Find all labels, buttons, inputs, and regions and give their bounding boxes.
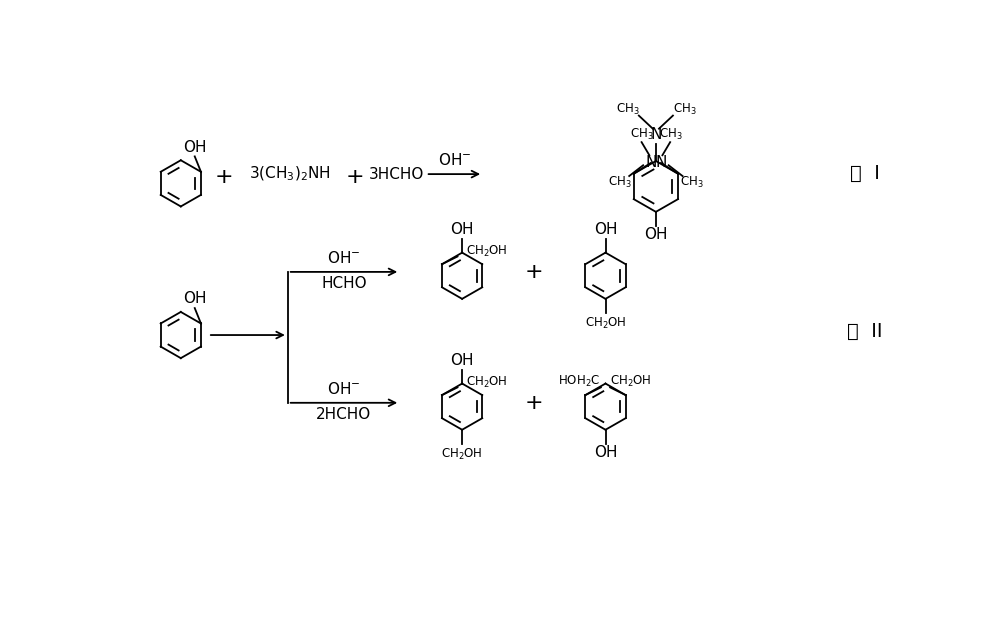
Text: CH$_2$OH: CH$_2$OH xyxy=(466,375,508,391)
Text: +: + xyxy=(525,393,544,413)
Text: OH$^{-}$: OH$^{-}$ xyxy=(327,381,361,397)
Text: OH: OH xyxy=(183,291,206,307)
Text: OH: OH xyxy=(450,222,474,237)
Text: 2HCHO: 2HCHO xyxy=(316,407,372,422)
Text: OH: OH xyxy=(644,228,668,242)
Text: CH$_3$: CH$_3$ xyxy=(659,127,683,142)
Text: OH: OH xyxy=(594,445,617,460)
Text: N: N xyxy=(650,127,662,142)
Text: N: N xyxy=(645,155,657,170)
Text: 3(CH$_3$)$_2$NH: 3(CH$_3$)$_2$NH xyxy=(249,165,331,183)
Text: CH$_3$: CH$_3$ xyxy=(680,175,704,190)
Text: OH$^{-}$: OH$^{-}$ xyxy=(327,250,361,266)
Text: HOH$_2$C: HOH$_2$C xyxy=(558,374,600,389)
Text: CH$_3$: CH$_3$ xyxy=(630,127,653,142)
Text: CH$_3$: CH$_3$ xyxy=(616,102,640,117)
Text: HCHO: HCHO xyxy=(321,276,367,291)
Text: +: + xyxy=(346,167,364,187)
Text: CH$_3$: CH$_3$ xyxy=(608,175,632,190)
Text: CH$_2$OH: CH$_2$OH xyxy=(466,244,508,259)
Text: 式  I: 式 I xyxy=(850,164,880,183)
Text: +: + xyxy=(525,262,544,282)
Text: 式  II: 式 II xyxy=(847,322,883,341)
Text: OH: OH xyxy=(183,140,206,155)
Text: CH$_2$OH: CH$_2$OH xyxy=(441,447,483,462)
Text: 3HCHO: 3HCHO xyxy=(369,167,424,182)
Text: OH$^{-}$: OH$^{-}$ xyxy=(438,152,471,169)
Text: N: N xyxy=(655,155,667,170)
Text: OH: OH xyxy=(450,353,474,368)
Text: CH$_3$: CH$_3$ xyxy=(673,102,696,117)
Text: CH$_2$OH: CH$_2$OH xyxy=(585,316,626,331)
Text: CH$_2$OH: CH$_2$OH xyxy=(610,374,651,389)
Text: OH: OH xyxy=(594,222,617,237)
Text: +: + xyxy=(215,167,234,187)
